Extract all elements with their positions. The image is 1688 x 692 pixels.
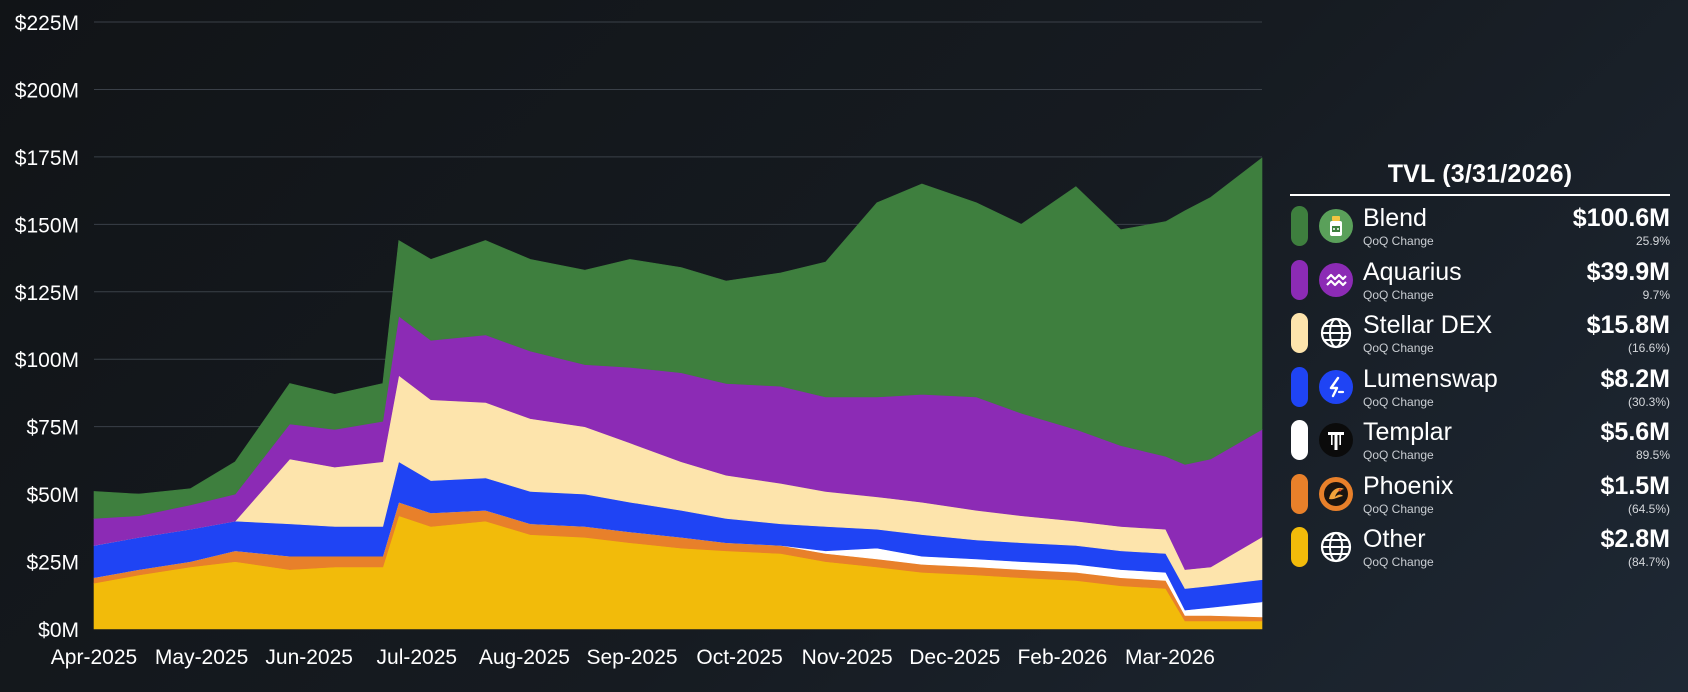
y-tick-label: $175M: [15, 147, 79, 170]
legend-item-value: $5.6M: [1600, 418, 1670, 446]
area-series-blend: [93, 157, 1263, 519]
y-tick-label: $100M: [15, 349, 79, 372]
legend-item-name: Aquarius: [1363, 257, 1462, 286]
blend-logo-icon: [1319, 209, 1353, 243]
legend-item-value: $15.8M: [1586, 311, 1670, 339]
x-tick-label: Aug-2025: [479, 646, 570, 669]
legend-item-sublabel: QoQ Change: [1363, 394, 1434, 409]
x-tick-label: Nov-2025: [802, 646, 893, 669]
legend-item-change: (16.6%): [1627, 341, 1670, 355]
y-tick-label: $75M: [26, 417, 79, 440]
legend-item-blend: Blend QoQ Change $100.6M 25.9%: [1290, 203, 1670, 257]
legend-item-value: $1.5M: [1600, 471, 1670, 500]
x-tick-label: Jun-2025: [265, 646, 353, 669]
x-tick-label: Mar-2026: [1125, 646, 1215, 669]
y-tick-label: $0M: [38, 619, 79, 642]
aquarius-logo-icon: [1319, 262, 1353, 297]
legend-item-sublabel: QoQ Change: [1363, 341, 1434, 355]
y-tick-label: $125M: [15, 282, 79, 305]
legend-swatch: [1291, 473, 1308, 514]
legend-item-name: Stellar DEX: [1363, 311, 1493, 339]
y-tick-label: $50M: [26, 484, 79, 507]
x-tick-label: Oct-2025: [696, 646, 782, 669]
legend-item-value: $39.9M: [1586, 257, 1670, 286]
x-tick-label: Apr-2025: [51, 646, 137, 669]
x-tick-label: Dec-2025: [909, 646, 1000, 669]
legend-item-templar: Templar QoQ Change $5.6M 89.5%: [1290, 417, 1670, 471]
legend-item-name: Templar: [1363, 418, 1452, 446]
legend-item-sublabel: QoQ Change: [1363, 448, 1434, 462]
legend-item-name: Blend: [1363, 204, 1427, 232]
legend-item-other: Other QoQ Change $2.8M (84.7%): [1290, 524, 1670, 578]
legend-item-change: (64.5%): [1627, 501, 1670, 516]
legend-item-sublabel: QoQ Change: [1363, 555, 1434, 569]
x-tick-label: Sep-2025: [586, 646, 677, 669]
x-tick-label: Feb-2026: [1017, 646, 1107, 669]
stacked-area-chart: $0M $25M $50M $75M $100M $125M $150M $175M $200M…: [15, 12, 1263, 669]
legend-item-name: Lumenswap: [1363, 364, 1498, 393]
legend-swatch: [1291, 420, 1308, 460]
legend-swatch: [1291, 313, 1308, 353]
y-tick-label: $25M: [26, 552, 79, 575]
legend-item-change: (84.7%): [1627, 555, 1670, 569]
legend-item-aquarius: Aquarius QoQ Change $39.9M 9.7%: [1290, 257, 1670, 311]
legend-item-value: $2.8M: [1600, 525, 1670, 553]
x-tick-label: May-2025: [155, 646, 248, 669]
legend-swatch: [1291, 527, 1308, 567]
legend-item-name: Phoenix: [1363, 471, 1454, 500]
legend-item-sublabel: QoQ Change: [1363, 234, 1434, 248]
legend-swatch: [1291, 366, 1308, 407]
lumenswap-logo-icon: [1319, 369, 1353, 404]
phoenix-logo-icon: [1319, 476, 1353, 511]
y-tick-label: $200M: [15, 79, 79, 102]
x-tick-label: Jul-2025: [377, 646, 458, 669]
y-tick-label: $150M: [15, 214, 79, 237]
legend-item-lumenswap: Lumenswap QoQ Change $8.2M (30.3%): [1290, 364, 1670, 418]
legend-item-sublabel: QoQ Change: [1363, 501, 1434, 516]
legend-item-value: $8.2M: [1600, 364, 1670, 393]
templar-logo-icon: [1319, 423, 1353, 457]
legend-item-change: 25.9%: [1635, 234, 1670, 248]
legend-item-stellar-dex: Stellar DEX QoQ Change $15.8M (16.6%): [1290, 310, 1670, 364]
globe-icon: [1320, 531, 1352, 563]
globe-icon: [1320, 317, 1352, 349]
legend-item-phoenix: Phoenix QoQ Change $1.5M (64.5%): [1290, 471, 1670, 525]
y-tick-label: $225M: [15, 12, 79, 35]
legend-title: TVL (3/31/2026): [1290, 160, 1670, 196]
legend: TVL (3/31/2026) Blend QoQ Change $100.6M…: [1290, 160, 1670, 578]
legend-item-sublabel: QoQ Change: [1363, 287, 1434, 302]
legend-item-change: (30.3%): [1627, 394, 1670, 409]
legend-item-change: 9.7%: [1642, 287, 1670, 302]
legend-item-value: $100.6M: [1572, 204, 1670, 232]
legend-swatch: [1291, 206, 1308, 246]
legend-swatch: [1291, 259, 1308, 300]
legend-item-change: 89.5%: [1635, 448, 1670, 462]
legend-item-name: Other: [1363, 525, 1426, 553]
